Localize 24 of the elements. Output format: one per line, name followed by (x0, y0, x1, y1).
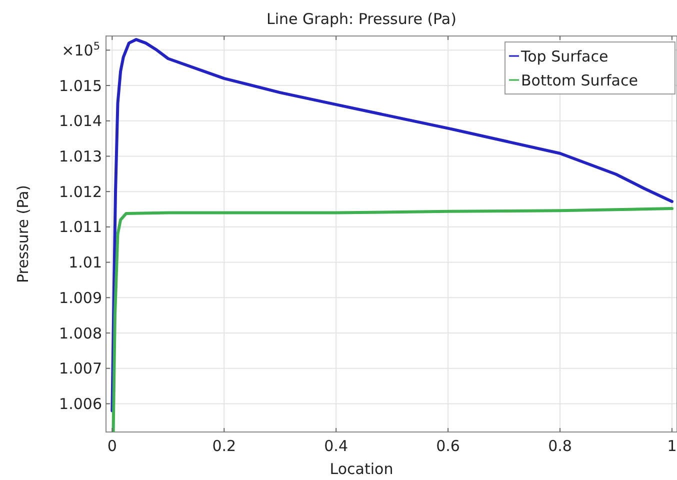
y-tick-label: 1.007 (59, 360, 102, 378)
x-tick-label: 0 (107, 437, 117, 455)
legend-label: Top Surface (520, 47, 608, 66)
x-tick-label: 0.4 (324, 437, 348, 455)
x-tick-label: 1 (667, 437, 677, 455)
y-tick-label: 1.006 (59, 394, 102, 413)
x-tick-label: 0.8 (548, 437, 572, 455)
y-tick-label: 1.014 (59, 112, 102, 130)
line-series (110, 38, 674, 412)
y-tick-label: 1.013 (59, 147, 102, 166)
line-series (112, 207, 674, 432)
y-tick-label: 1.008 (59, 324, 102, 342)
text: ×10$^{5}$ (62, 40, 100, 60)
y-tick-label: 1.01 (68, 254, 102, 272)
legend-label: Bottom Surface (521, 71, 638, 90)
y-tick-label: 1.015 (59, 76, 102, 95)
x-tick-label: 0.6 (436, 437, 460, 455)
chart-title: Line Graph: Pressure (Pa) (266, 10, 456, 28)
x-axis-title: Location (330, 460, 394, 478)
y-axis-title: Pressure (Pa) (14, 184, 32, 284)
x-tick-label: 0.2 (212, 437, 236, 455)
y-tick-label: 1.009 (59, 288, 102, 307)
y-tick-label: 1.012 (59, 182, 102, 201)
y-tick-label: 1.011 (59, 218, 102, 236)
